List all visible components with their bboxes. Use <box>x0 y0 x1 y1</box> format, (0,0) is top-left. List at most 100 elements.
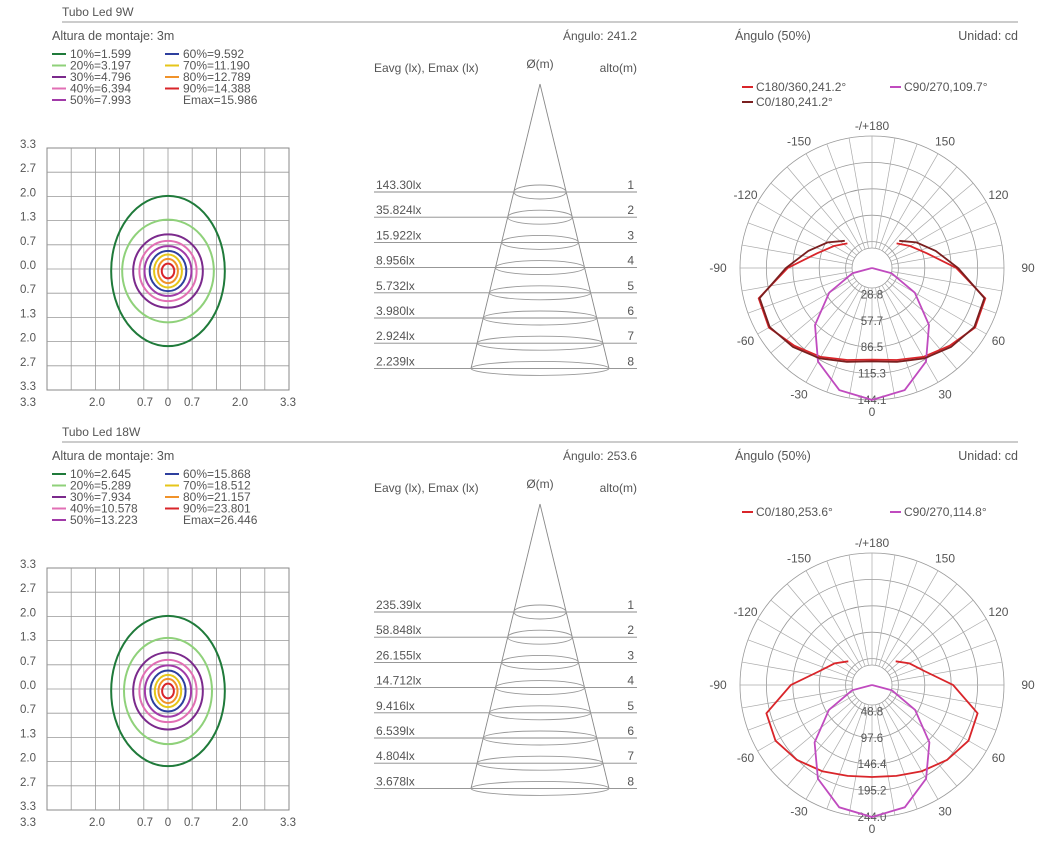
grid-y-tick: 0.0 <box>20 680 36 692</box>
cone-slice <box>501 234 579 250</box>
contour-80 <box>157 257 179 285</box>
cone-slice <box>501 654 579 670</box>
contour-90 <box>161 682 175 700</box>
cone-diagram: Ángulo: 241.2 Eavg (lx), Emax (lx) Ø(m) alt… <box>374 28 637 376</box>
iso-legend-label: 30%=7.934 <box>70 490 131 504</box>
cone-edge <box>470 83 541 369</box>
cone-diameter-header: Ø(m) <box>526 477 553 491</box>
grid-x-tick: 3.3 <box>280 817 296 829</box>
cone-slice <box>495 260 585 276</box>
polar-spoke <box>878 286 918 393</box>
isolux-grid <box>46 567 290 811</box>
polar-spoke <box>747 691 854 731</box>
polar-spoke <box>889 277 987 335</box>
cone-lux-value: 4.804lx <box>376 749 415 763</box>
polar-spoke <box>741 271 853 292</box>
polar-spoke <box>891 661 1003 682</box>
grid-y-tick: 0.7 <box>20 236 36 248</box>
section-1: Tubo Led 9W Altura de montaje: 3m 10%=1.59… <box>20 5 1035 419</box>
grid-y-tick: 1.3 <box>20 308 36 320</box>
contour-10 <box>110 194 226 348</box>
iso-legend-label: 60%=9.592 <box>183 47 244 61</box>
cone-edge <box>470 503 541 789</box>
iso-legend-label: 10%=2.645 <box>70 467 131 481</box>
contour-30 <box>132 233 204 309</box>
cone-angle: Ángulo: 253.6 <box>563 448 637 463</box>
polar-angle50: Ángulo (50%) <box>735 28 811 43</box>
grid-corner-tick: 3.3 <box>20 817 36 829</box>
contour-70 <box>153 673 183 709</box>
polar-spoke <box>805 153 863 251</box>
grid-y-tick: 1.3 <box>20 212 36 224</box>
contour-90 <box>160 262 176 280</box>
polar-series <box>758 239 986 363</box>
cone-diameter-header: Ø(m) <box>526 57 553 71</box>
polar-angle-label: -150 <box>787 135 811 149</box>
grid-y-tick: 0.0 <box>20 260 36 272</box>
iso-legend-label: 40%=6.394 <box>70 82 131 96</box>
polar-spoke <box>884 166 958 253</box>
isolux-grid <box>46 147 290 391</box>
grid-x-tick: 2.0 <box>89 397 105 409</box>
polar-angle-label: 120 <box>988 188 1008 202</box>
cone-lux-value: 58.848lx <box>376 623 421 637</box>
iso-legend-label: Emax=15.986 <box>183 93 258 107</box>
polar-spoke <box>887 182 974 256</box>
cone-height-value: 8 <box>627 774 634 788</box>
polar-angle-label: 0 <box>869 822 876 836</box>
polar-angle-label: -120 <box>734 605 758 619</box>
grid-y-tick: 2.0 <box>20 187 36 199</box>
grid-y-tick: 0.7 <box>20 704 36 716</box>
contour-60 <box>149 669 187 713</box>
polar-spoke <box>741 244 853 265</box>
grid-x-tick: 0 <box>165 817 171 829</box>
polar-angle-label: 60 <box>992 751 1006 765</box>
polar-angle-label: -30 <box>790 387 808 401</box>
polar-angle-label: 120 <box>988 605 1008 619</box>
polar-spoke <box>826 286 866 393</box>
cone-slice <box>470 780 610 796</box>
cone-height-header: alto(m) <box>600 61 637 75</box>
polar-series <box>813 684 931 818</box>
contour-60 <box>148 249 188 293</box>
polar-spoke <box>741 661 853 682</box>
polar-spoke <box>890 222 997 262</box>
polar-spoke <box>826 703 866 810</box>
cone-diagram: Ángulo: 253.6 Eavg (lx), Emax (lx) Ø(m) alt… <box>374 448 637 796</box>
cone-height-value: 3 <box>627 228 634 242</box>
cone-eavg-header: Eavg (lx), Emax (lx) <box>374 481 479 495</box>
polar-spoke <box>770 697 857 771</box>
polar-unit: Unidad: cd <box>958 449 1018 463</box>
cone-slice <box>488 285 592 301</box>
cone-lux-value: 26.155lx <box>376 648 421 662</box>
polar-spoke <box>826 560 866 667</box>
contour-20 <box>123 636 213 746</box>
cone-lux-value: 3.678lx <box>376 774 415 788</box>
cone-angle: Ángulo: 241.2 <box>563 28 637 43</box>
polar-spoke <box>884 583 958 670</box>
polar-spoke <box>891 244 1003 265</box>
cone-lux-value: 15.922lx <box>376 228 421 242</box>
grid-y-tick: 2.0 <box>20 607 36 619</box>
polar-diagram: Ángulo (50%) Unidad: cd C0/180,253.6° C90/2… <box>709 448 1035 836</box>
polar-angle-label: 90 <box>1021 678 1035 692</box>
section-2: Tubo Led 18W Altura de montaje: 3m 10%=2.6… <box>20 425 1035 836</box>
cone-lux-value: 3.980lx <box>376 304 415 318</box>
iso-legend-label: 20%=3.197 <box>70 59 131 73</box>
cone-lux-value: 2.239lx <box>376 354 415 368</box>
polar-angle50: Ángulo (50%) <box>735 448 811 463</box>
polar-spoke <box>887 697 974 771</box>
cone-height-value: 5 <box>627 279 634 293</box>
polar-radial-label: 97.6 <box>861 733 883 745</box>
iso-legend-label: 90%=14.388 <box>183 82 251 96</box>
cone-height-value: 7 <box>627 749 634 763</box>
polar-angle-label: -90 <box>709 678 727 692</box>
grid-x-tick: 0.7 <box>184 817 200 829</box>
polar-radial-label: 48.8 <box>861 706 883 718</box>
polar-radial-label: 146.4 <box>858 759 887 771</box>
polar-radial-label: 28.8 <box>861 289 883 301</box>
cone-height-value: 2 <box>627 203 634 217</box>
polar-angle-label: -60 <box>737 334 755 348</box>
grid-y-tick: 1.3 <box>20 632 36 644</box>
iso-legend-label: 50%=7.993 <box>70 93 131 107</box>
